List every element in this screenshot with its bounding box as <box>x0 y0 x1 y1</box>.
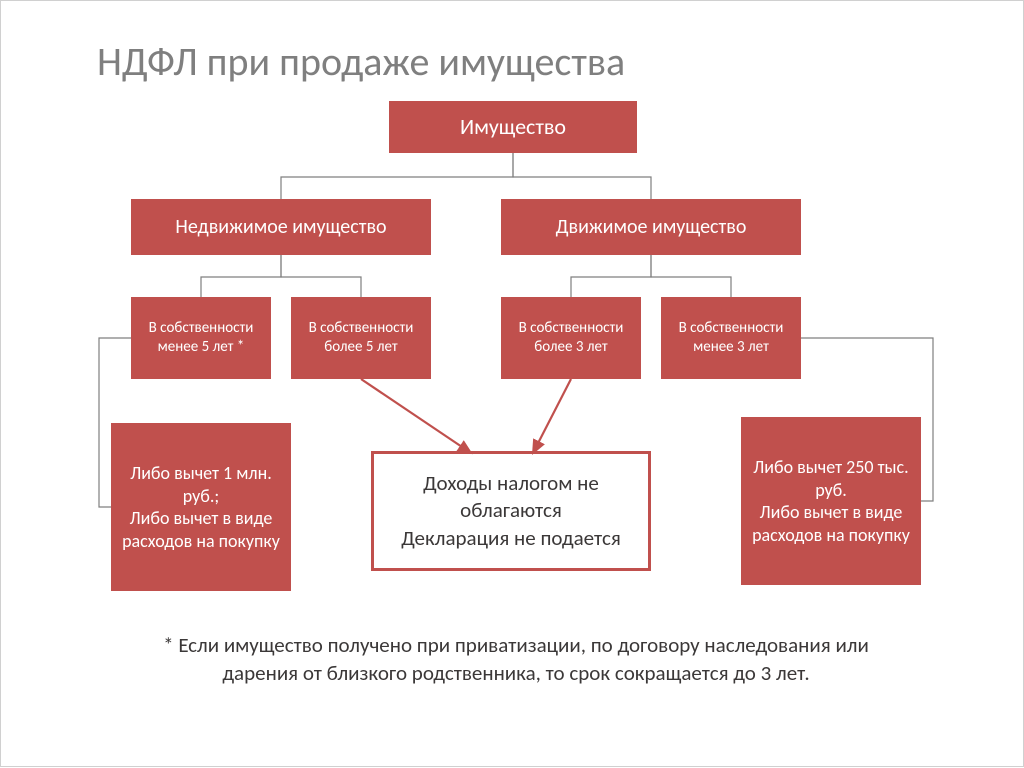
node-right1: Движимое имущество <box>501 199 801 255</box>
footnote-text: * Если имущество получено при приватизац… <box>151 631 881 721</box>
node-r2b: В собственности менее 3 лет <box>661 297 801 379</box>
node-r2a: В собственности более 3 лет <box>501 297 641 379</box>
node-right-leaf: Либо вычет 250 тыс. руб.Либо вычет в вид… <box>741 417 921 585</box>
node-l2a: В собственности менее 5 лет * <box>131 297 271 379</box>
node-root: Имущество <box>389 101 637 153</box>
slide: НДФЛ при продаже имущества Имущество Нед… <box>0 0 1024 767</box>
node-center-leaf: Доходы налогом не облагаютсяДекларация н… <box>371 451 651 571</box>
node-left-leaf: Либо вычет 1 млн. руб.;Либо вычет в виде… <box>111 423 291 591</box>
node-l2b: В собственности более 5 лет <box>291 297 431 379</box>
slide-title: НДФЛ при продаже имущества <box>97 37 897 87</box>
node-left1: Недвижимое имущество <box>131 199 431 255</box>
